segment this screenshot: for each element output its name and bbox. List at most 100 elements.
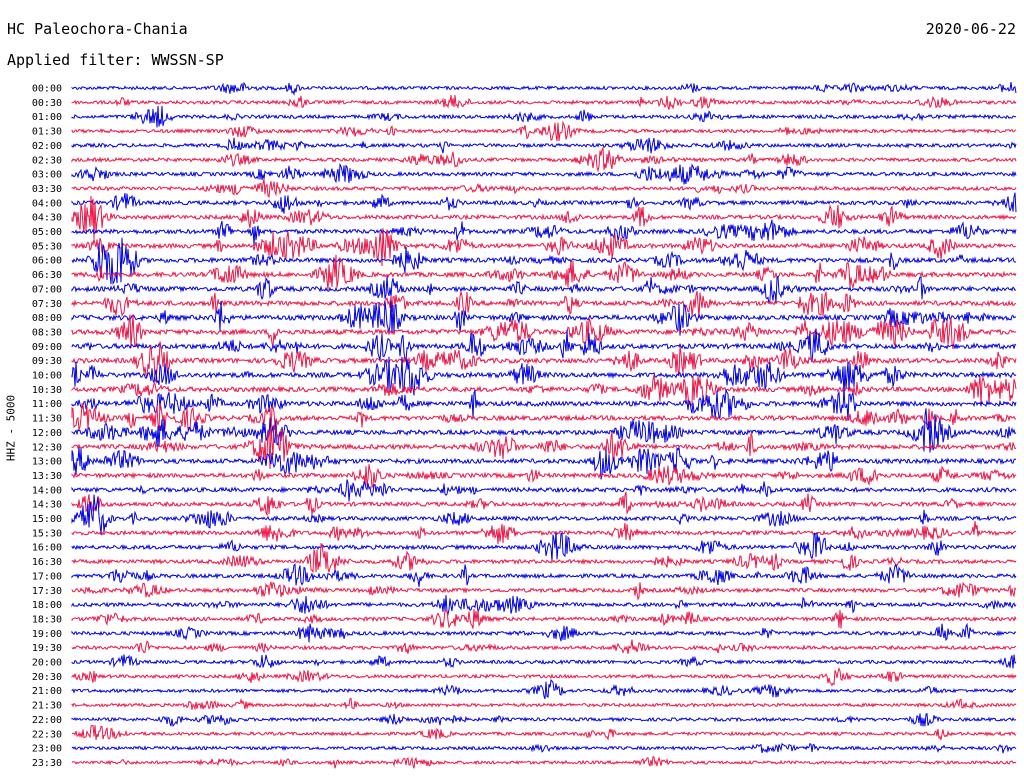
trace-line: [71, 622, 1017, 643]
trace-line: [71, 697, 1017, 711]
trace-line: [71, 105, 1017, 128]
row-label: 00:00: [32, 84, 62, 95]
trace-line: [71, 178, 1017, 199]
row-label: 08:30: [32, 327, 62, 338]
trace-line: [71, 254, 1017, 291]
row-label: 01:30: [32, 127, 62, 138]
trace-line: [71, 146, 1017, 173]
trace-line: [71, 491, 1017, 517]
row-label: 07:30: [32, 299, 62, 310]
trace-line: [71, 494, 1017, 535]
row-label: 11:00: [32, 399, 62, 410]
trace-line: [71, 95, 1017, 110]
row-label: 01:00: [32, 112, 62, 123]
row-label: 05:00: [32, 227, 62, 238]
row-label: 10:30: [32, 385, 62, 396]
row-label: 20:30: [32, 672, 62, 683]
row-label: 18:00: [32, 600, 62, 611]
row-label: 03:00: [32, 170, 62, 181]
row-label: 04:30: [32, 213, 62, 224]
trace-line: [71, 542, 1017, 574]
trace-line: [71, 137, 1017, 154]
trace-line: [71, 81, 1017, 96]
row-label: 19:30: [32, 643, 62, 654]
trace-line: [71, 237, 1017, 285]
trace-line: [71, 742, 1017, 754]
row-label: 16:00: [32, 543, 62, 554]
row-label: 19:00: [32, 629, 62, 640]
row-label: 21:00: [32, 686, 62, 697]
trace-line: [71, 479, 1017, 502]
trace-line: [71, 120, 1017, 142]
row-label: 06:30: [32, 270, 62, 281]
trace-line: [71, 639, 1017, 654]
trace-line: [71, 341, 1017, 383]
trace-line: [71, 328, 1017, 363]
filter-label: Applied filter: WWSSN-SP: [7, 51, 224, 69]
trace-line: [71, 595, 1017, 617]
row-label: 07:00: [32, 284, 62, 295]
row-label: 16:30: [32, 557, 62, 568]
trace-line: [71, 290, 1017, 319]
trace-line: [71, 314, 1017, 349]
trace-line: [71, 712, 1017, 727]
row-label: 21:30: [32, 701, 62, 712]
row-label: 12:00: [32, 428, 62, 439]
row-label: 17:00: [32, 571, 62, 582]
trace-line: [71, 192, 1017, 214]
trace-line: [71, 219, 1017, 246]
trace-line: [71, 531, 1017, 562]
trace-line: [71, 520, 1017, 545]
row-label: 09:30: [32, 356, 62, 367]
trace-line: [71, 389, 1017, 421]
row-label: 05:30: [32, 241, 62, 252]
row-label: 11:30: [32, 414, 62, 425]
trace-line: [71, 300, 1017, 336]
row-label: 20:00: [32, 658, 62, 669]
trace-line: [71, 408, 1017, 453]
trace-line: [71, 724, 1017, 741]
row-label: 18:30: [32, 614, 62, 625]
row-label: 08:00: [32, 313, 62, 324]
station-title: HC Paleochora-Chania: [7, 20, 188, 38]
row-label: 10:00: [32, 371, 62, 382]
trace-line: [71, 446, 1017, 480]
row-label: 02:30: [32, 155, 62, 166]
row-label: 06:00: [32, 256, 62, 267]
row-label: 03:30: [32, 184, 62, 195]
row-label: 22:30: [32, 729, 62, 740]
trace-line: [71, 228, 1017, 267]
row-label: 04:00: [32, 198, 62, 209]
row-label: 12:30: [32, 442, 62, 453]
trace-line: [71, 275, 1017, 304]
row-label: 13:30: [32, 471, 62, 482]
trace-line: [71, 756, 1017, 769]
row-label: 15:30: [32, 528, 62, 539]
trace-line: [71, 464, 1017, 489]
row-label: 14:30: [32, 500, 62, 511]
row-label: 17:30: [32, 586, 62, 597]
date-label: 2020-06-22: [925, 20, 1016, 38]
row-label: 14:00: [32, 485, 62, 496]
trace-line: [71, 581, 1017, 601]
trace-line: [71, 609, 1017, 629]
trace-line: [71, 162, 1017, 185]
trace-line: [71, 424, 1017, 470]
row-label: 02:00: [32, 141, 62, 152]
row-label: 22:00: [32, 715, 62, 726]
row-label: 13:00: [32, 457, 62, 468]
trace-line: [71, 356, 1017, 399]
trace-line: [71, 402, 1017, 432]
trace-line: [71, 374, 1017, 408]
trace-line: [71, 666, 1017, 687]
trace-line: [71, 563, 1017, 587]
row-label: 09:00: [32, 342, 62, 353]
trace-line: [71, 654, 1017, 669]
row-label: 15:00: [32, 514, 62, 525]
row-label: 23:30: [32, 758, 62, 769]
row-label: 00:30: [32, 98, 62, 109]
trace-line: [71, 679, 1017, 700]
trace-line: [71, 195, 1017, 240]
row-label: 23:00: [32, 744, 62, 755]
